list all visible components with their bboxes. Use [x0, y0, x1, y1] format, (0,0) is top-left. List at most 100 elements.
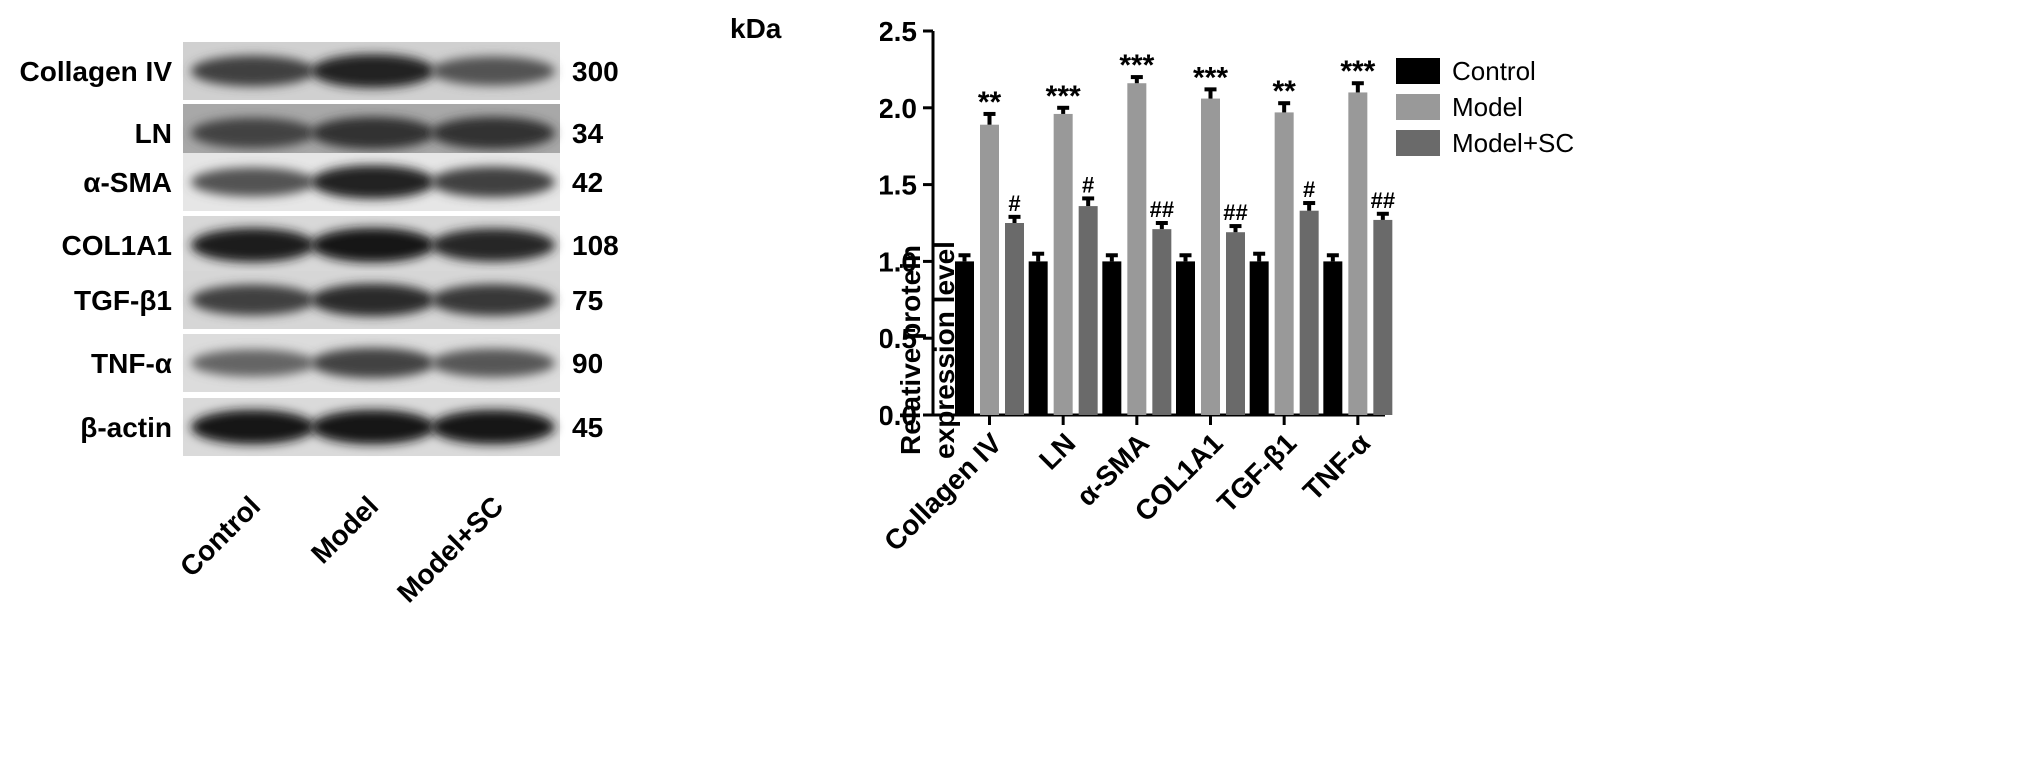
blot-band [311, 409, 435, 445]
bar [1299, 210, 1319, 415]
bar [1053, 113, 1073, 415]
blot-band [311, 116, 435, 150]
bar-chart-panel: 0.0 0.5 1.0 1.5 2.0 2.5 Collagen IV LN α-SMA COL… [878, 0, 2031, 767]
significance-label: # [1303, 177, 1315, 202]
x-tick-label: TGF-β1 [1211, 427, 1302, 518]
blot-band [311, 165, 435, 199]
y-tick-label: 0.5 [880, 323, 917, 354]
bar [1323, 261, 1343, 415]
blot-row-kda: 34 [572, 118, 604, 149]
blot-band [431, 166, 555, 198]
blot-band [431, 348, 555, 378]
blot-row: β-actin 45 [80, 398, 603, 456]
y-tick-label: 2.0 [880, 93, 917, 124]
blot-row-label: LN [135, 118, 172, 149]
blot-band [431, 409, 555, 445]
blot-band [311, 283, 435, 317]
bar [1005, 223, 1024, 415]
western-blot-panel: kDa Collagen IV 300 LN 34 α-SMA 42 COL1A1 108 TG… [0, 0, 880, 767]
blot-lane-label: Model [305, 490, 384, 569]
blot-row: Collagen IV 300 [20, 42, 619, 100]
y-tick-label: 1.0 [880, 246, 917, 277]
significance-label: # [1008, 191, 1020, 216]
legend-swatch [1396, 94, 1440, 120]
western-blot-figure: kDa Collagen IV 300 LN 34 α-SMA 42 COL1A1 108 TG… [20, 13, 782, 609]
blot-row: TNF-α 90 [91, 334, 603, 392]
bar [1274, 112, 1294, 416]
bar [1226, 232, 1245, 415]
bar [1152, 229, 1172, 415]
blot-band [431, 116, 555, 150]
y-tick-label: 2.5 [880, 16, 917, 47]
bar [1102, 261, 1122, 415]
blot-row: LN 34 [135, 104, 604, 162]
blot-band [191, 284, 315, 316]
blot-row: α-SMA 42 [83, 153, 603, 211]
bar [1176, 261, 1195, 415]
blot-row-kda: 90 [572, 348, 603, 379]
blot-band [311, 227, 435, 263]
x-tick-label: TNF-α [1297, 427, 1376, 506]
blot-row-label: β-actin [80, 412, 172, 443]
blot-band [191, 409, 315, 445]
legend-item: Model [1396, 92, 1523, 122]
significance-label: *** [1119, 49, 1154, 82]
legend-label: Control [1452, 56, 1536, 86]
legend-swatch [1396, 58, 1440, 84]
legend: Control Model Model+SC [1396, 56, 1574, 158]
bar [1348, 92, 1368, 415]
y-axis-label-line1: Relative protein [895, 245, 926, 455]
blot-row-kda: 42 [572, 167, 603, 198]
blot-row-label: TNF-α [91, 348, 172, 379]
blot-band [191, 227, 315, 263]
legend-item: Model+SC [1396, 128, 1574, 158]
blot-band [311, 54, 435, 88]
blot-band [431, 56, 555, 86]
y-tick-label: 0.0 [880, 400, 917, 431]
blot-row: TGF-β1 75 [74, 271, 603, 329]
blot-band [431, 284, 555, 316]
bar [955, 261, 974, 415]
blot-row-kda: 108 [572, 230, 619, 261]
bars: ** # *** # *** ## *** ## ** # *** ## [955, 49, 1395, 416]
significance-label: # [1082, 172, 1094, 197]
legend-label: Model+SC [1452, 128, 1574, 158]
legend-swatch [1396, 130, 1440, 156]
blot-band [191, 167, 315, 197]
blot-band [191, 55, 315, 87]
blot-band [191, 117, 315, 149]
significance-label: ** [978, 86, 1002, 119]
bar [1249, 261, 1269, 415]
blot-row-label: TGF-β1 [74, 285, 172, 316]
significance-label: *** [1340, 55, 1375, 88]
significance-label: ## [1223, 200, 1247, 225]
blot-row-label: COL1A1 [62, 230, 172, 261]
kda-header: kDa [730, 13, 782, 44]
significance-label: *** [1046, 80, 1081, 113]
y-tick-label: 1.5 [880, 170, 917, 201]
blot-row: COL1A1 108 [62, 216, 619, 274]
blot-row-label: Collagen IV [20, 56, 173, 87]
bar [1201, 98, 1220, 416]
y-axis-label: Relative protein expression level [895, 241, 960, 459]
bar [1127, 83, 1147, 415]
significance-label: ** [1272, 75, 1296, 108]
bar [1078, 206, 1098, 415]
blot-lane-label: Control [174, 490, 266, 582]
blot-band [431, 228, 555, 262]
bar-chart: 0.00.51.01.52.02.5 Collagen IV LNα-SMACOL… [878, 16, 1574, 557]
bar [1373, 219, 1393, 415]
significance-label: ## [1150, 197, 1174, 222]
y-axis: 0.0 0.5 1.0 1.5 2.0 2.5 [878, 16, 935, 431]
blot-row-kda: 300 [572, 56, 619, 87]
x-tick-label: LN [1033, 427, 1081, 475]
significance-label: *** [1193, 61, 1228, 94]
legend-label: Model [1452, 92, 1523, 122]
bar [1028, 261, 1048, 415]
blot-band [311, 347, 435, 379]
blot-row-kda: 45 [572, 412, 603, 443]
legend-item: Control [1396, 56, 1536, 86]
blot-row-kda: 75 [572, 285, 603, 316]
blot-row-label: α-SMA [83, 167, 172, 198]
blot-lane-label: Model+SC [391, 490, 509, 608]
